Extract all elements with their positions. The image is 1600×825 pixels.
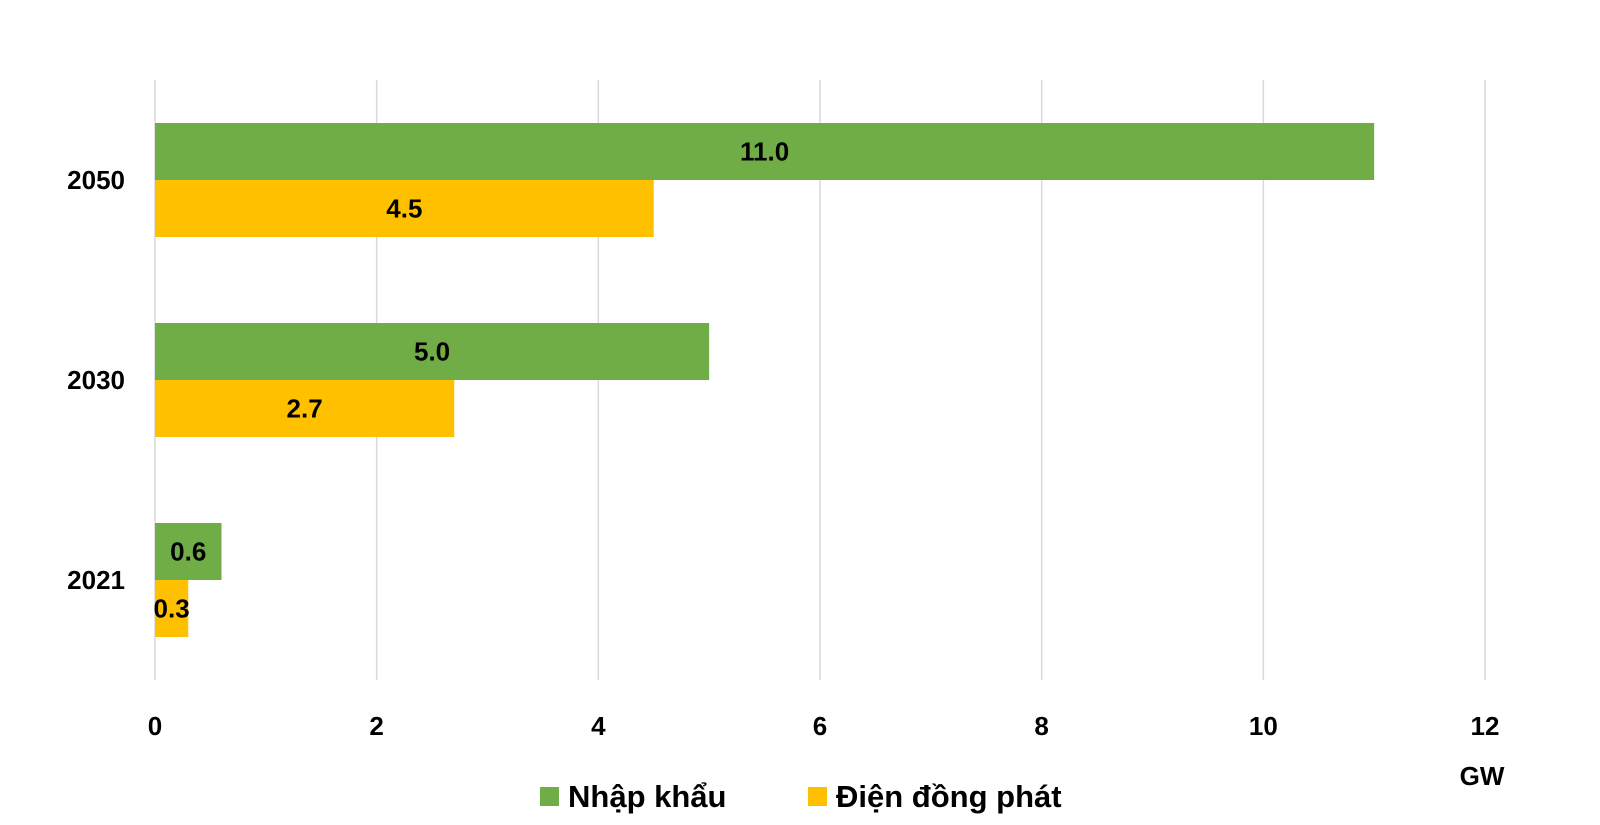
data-label: 4.5 [386, 194, 422, 224]
x-tick-label: 8 [1034, 711, 1048, 741]
bar [155, 523, 222, 580]
legend-swatch [540, 787, 559, 806]
legend-label: Điện đồng phát [836, 779, 1062, 814]
x-tick-labels: 0 2 4 6 8 10 12 [148, 711, 1500, 741]
bar [155, 380, 455, 437]
bar [155, 123, 1375, 180]
bars [155, 123, 1375, 637]
data-label: 2.7 [287, 394, 323, 424]
x-tick-label: 12 [1471, 711, 1500, 741]
category-label: 2030 [67, 365, 125, 395]
x-tick-label: 2 [369, 711, 383, 741]
data-label: 11.0 [740, 137, 789, 167]
x-tick-label: 0 [148, 711, 162, 741]
data-label: 0.6 [170, 537, 206, 567]
legend-swatch [808, 787, 827, 806]
category-labels: 2050 2030 2021 [67, 165, 125, 595]
category-label: 2050 [67, 165, 125, 195]
data-labels: 11.0 4.5 5.0 2.7 0.6 0.3 [154, 137, 790, 624]
x-tick-label: 4 [591, 711, 606, 741]
bar [155, 323, 710, 380]
bar [155, 180, 654, 237]
x-tick-label: 6 [813, 711, 827, 741]
x-tick-label: 10 [1249, 711, 1278, 741]
category-label: 2021 [67, 565, 125, 595]
bar [155, 580, 189, 637]
legend: Nhập khẩu Điện đồng phát [540, 779, 1062, 814]
x-unit-label: GW [1460, 761, 1505, 791]
legend-label: Nhập khẩu [568, 779, 726, 814]
data-label: 5.0 [414, 337, 450, 367]
data-label: 0.3 [154, 594, 190, 624]
